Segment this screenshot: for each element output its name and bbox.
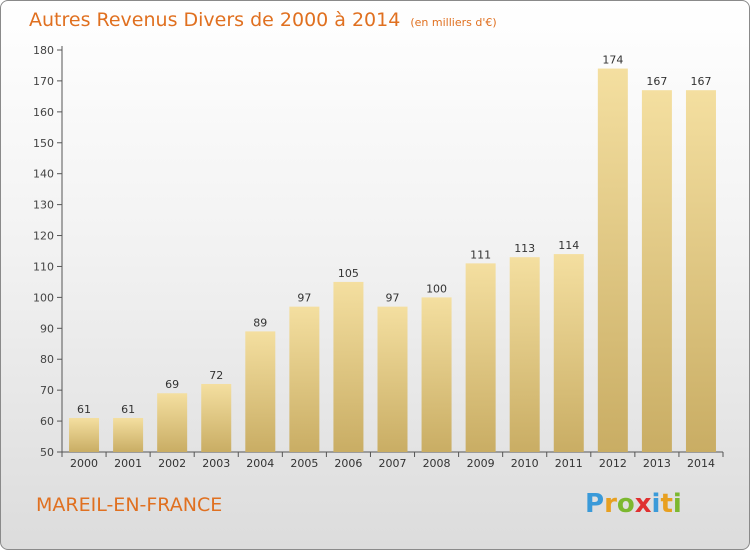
x-tick-label: 2006	[334, 457, 362, 470]
y-tick-label: 60	[40, 415, 54, 428]
bar	[333, 281, 364, 452]
x-tick-label: 2007	[379, 457, 407, 470]
bar-value-label: 113	[514, 242, 535, 255]
bar	[465, 263, 496, 452]
y-tick-label: 140	[33, 168, 54, 181]
data-labels: 61 61 69 72 89 97 105 97 100 111 113 114 174 167 167	[77, 54, 711, 416]
bar-value-label: 97	[386, 292, 400, 305]
y-tick-label: 120	[33, 230, 54, 243]
chart-title: Autres Revenus Divers de 2000 à 2014 (en…	[29, 9, 497, 31]
y-tick-label: 90	[40, 322, 54, 335]
bar-value-label: 61	[121, 403, 135, 416]
logo-letter: i	[651, 489, 661, 519]
bar-value-label: 114	[558, 239, 579, 252]
x-tick-label: 2003	[202, 457, 230, 470]
y-tick-label: 110	[33, 260, 54, 273]
x-tick-label: 2005	[290, 457, 318, 470]
chart-title-text: Autres Revenus Divers de 2000 à 2014	[29, 9, 401, 31]
chart-unit-label: (en milliers d'€)	[410, 16, 497, 29]
bar	[69, 417, 100, 452]
bar	[201, 383, 232, 452]
bars	[69, 68, 716, 453]
bar-value-label: 111	[470, 248, 491, 261]
logo-letter: o	[616, 489, 635, 519]
bar	[641, 90, 672, 452]
x-tick-label: 2012	[599, 457, 627, 470]
bar-value-label: 72	[209, 369, 223, 382]
bar-value-label: 69	[165, 378, 179, 391]
x-tick-label: 2004	[246, 457, 274, 470]
y-tick-label: 180	[33, 44, 54, 57]
bar-value-label: 97	[297, 292, 311, 305]
logo-letter: r	[604, 489, 617, 519]
bar-value-label: 174	[602, 54, 623, 67]
bar	[509, 257, 540, 452]
x-tick-label: 2010	[511, 457, 539, 470]
bar	[421, 297, 452, 452]
proxiti-logo[interactable]: Proxiti	[585, 489, 682, 519]
bar	[553, 254, 584, 452]
y-tick-label: 50	[40, 446, 54, 459]
bar	[289, 306, 320, 452]
x-tick-label: 2009	[467, 457, 495, 470]
logo-letter: P	[585, 489, 605, 519]
x-tick-label: 2002	[158, 457, 186, 470]
bar	[113, 417, 144, 452]
bar	[685, 90, 716, 452]
y-tick-label: 150	[33, 137, 54, 150]
bar-value-label: 61	[77, 403, 91, 416]
x-tick-label: 2001	[114, 457, 142, 470]
logo-letter: i	[672, 489, 682, 519]
bar	[245, 331, 276, 452]
bar-value-label: 89	[253, 316, 267, 329]
logo-letter: t	[660, 489, 673, 519]
bar-value-label: 167	[646, 75, 667, 88]
y-tick-label: 170	[33, 75, 54, 88]
logo-letter: x	[634, 489, 652, 519]
bar-value-label: 100	[426, 282, 447, 295]
y-tick-label: 130	[33, 199, 54, 212]
y-tick-label: 70	[40, 384, 54, 397]
y-tick-label: 80	[40, 353, 54, 366]
y-tick-label: 160	[33, 106, 54, 119]
x-tick-label: 2014	[687, 457, 715, 470]
bar	[597, 68, 628, 453]
bar-value-label: 105	[338, 267, 359, 280]
x-tick-label: 2008	[423, 457, 451, 470]
y-tick-label: 100	[33, 291, 54, 304]
x-tick-label: 2000	[70, 457, 98, 470]
x-tick-label: 2013	[643, 457, 671, 470]
commune-name: MAREIL-EN-FRANCE	[36, 494, 223, 516]
bar	[377, 306, 408, 452]
bar	[157, 393, 188, 452]
bar-value-label: 167	[690, 75, 711, 88]
x-tick-label: 2011	[555, 457, 583, 470]
